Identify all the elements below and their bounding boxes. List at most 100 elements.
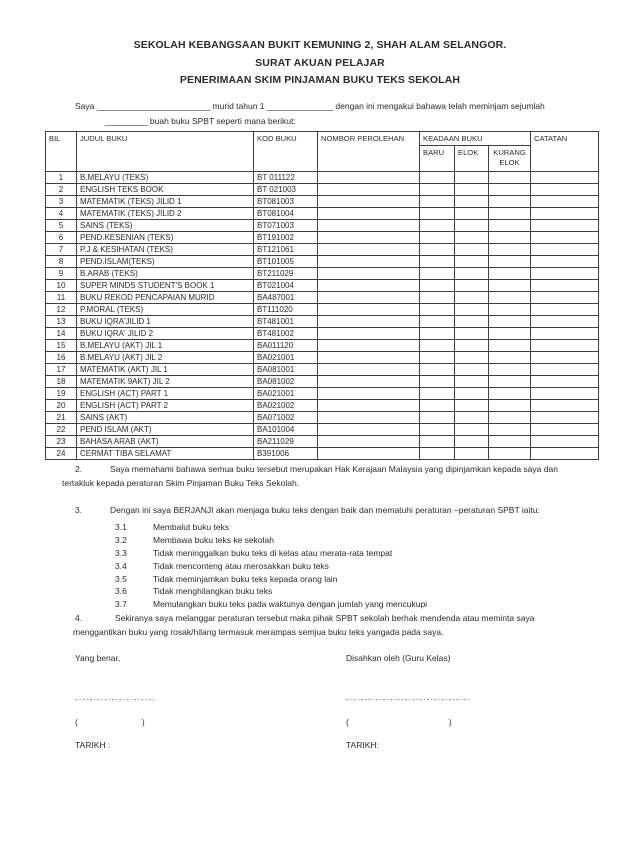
cell-catatan [530,399,599,412]
cell-judul-buku: BAHASA ARAB (AKT) [76,435,254,448]
promise-subitem: 3.4 Tidak menconteng atau merosakkan buku… [115,560,427,573]
subitem-text: Membawa buku teks ke sekolah [153,534,274,545]
cell-elok [454,171,489,184]
cell-kurang-elok [488,231,531,244]
cell-kurang-elok [488,375,531,388]
clause-4-line-1: Sekiranya saya melanggar peraturan terse… [115,613,535,623]
cell-nombor-perolehan [317,255,420,268]
cell-kod-buku: BA101004 [253,423,318,436]
cell-judul-buku: MATEMATIK (TEKS) JILID 1 [76,195,254,208]
cell-nombor-perolehan [317,399,420,412]
cell-elok [454,303,489,316]
table-header: BIL JUDUL BUKU KOD BUKU NOMBOR PEROLEHAN… [45,131,599,172]
book-loan-table: BIL JUDUL BUKU KOD BUKU NOMBOR PEROLEHAN… [45,131,599,460]
cell-nombor-perolehan [317,387,420,400]
cell-kurang-elok [488,387,531,400]
cell-nombor-perolehan [317,363,420,376]
cell-nombor-perolehan [317,291,420,304]
cell-catatan [530,315,599,328]
table-row: 19 ENGLISH (ACT) PART 1 BA021001 [45,387,599,400]
cell-bil: 2 [45,183,77,196]
intro-paragraph: Saya ________________________ murid tahu… [75,99,595,128]
cell-judul-buku: B.ARAB (TEKS) [76,267,254,280]
cell-elok [454,255,489,268]
col-header-baru: BARU [419,145,455,172]
cell-baru [419,279,455,292]
cell-kod-buku: BT121061 [253,243,318,256]
cell-judul-buku: PEND.KESENIAN (TEKS) [76,231,254,244]
cell-kod-buku: BA011120 [253,339,318,352]
subitem-text: Tidak meninggalkan buku teks di kelas at… [153,547,393,558]
cell-nombor-perolehan [317,243,420,256]
cell-catatan [530,255,599,268]
cell-elok [454,399,489,412]
table-row: 13 BUKU IQRA'JILID 1 BT481001 [45,315,599,328]
doc-title: SURAT AKUAN PELAJAR [255,56,385,69]
table-row: 9 B.ARAB (TEKS) BT211029 [45,267,599,280]
cell-bil: 4 [45,207,77,220]
cell-catatan [530,327,599,340]
cell-nombor-perolehan [317,231,420,244]
cell-judul-buku: BUKU IQRA' JILID 2 [76,327,254,340]
cell-baru [419,267,455,280]
cell-kod-buku: BT021004 [253,279,318,292]
signature-right-name-parens: () [346,717,452,727]
cell-elok [454,195,489,208]
cell-judul-buku: SAINS (AKT) [76,411,254,424]
document-title-block: SEKOLAH KEBANGSAAN BUKIT KEMUNING 2, SHA… [0,37,640,90]
table-row: 15 B.MELAYU (AKT) JIL 1 BA011120 [45,339,599,352]
cell-elok [454,207,489,220]
cell-bil: 22 [45,423,77,436]
cell-elok [454,315,489,328]
cell-bil: 19 [45,387,77,400]
cell-nombor-perolehan [317,183,420,196]
cell-baru [419,183,455,196]
cell-judul-buku: P.MORAL (TEKS) [76,303,254,316]
paren-close: ) [141,717,145,727]
cell-bil: 16 [45,351,77,364]
cell-judul-buku: BUKU REKOD PENCAPAIAN MURID [76,291,254,304]
cell-nombor-perolehan [317,411,420,424]
promise-subitem: 3.1 Membalut buku teks [115,521,427,534]
cell-kurang-elok [488,423,531,436]
cell-kurang-elok [488,399,531,412]
col-header-nombor-perolehan: NOMBOR PEROLEHAN [317,131,420,172]
cell-kod-buku: BA021001 [253,387,318,400]
cell-elok [454,279,489,292]
promise-sublist: 3.1 Membalut buku teks 3.2 Membawa buku te… [115,521,427,611]
subitem-number: 3.4 [115,560,127,571]
cell-bil: 15 [45,339,77,352]
col-header-judul-buku: JUDUL BUKU [76,131,254,172]
cell-kurang-elok [488,411,531,424]
cell-elok [454,411,489,424]
col-header-keadaan-buku: KEADAAN BUKU [419,131,531,146]
cell-kod-buku: BA081002 [253,375,318,388]
cell-baru [419,231,455,244]
promise-subitem: 3.5 Tidak meminjamkan buku teks kepada or… [115,573,427,586]
cell-judul-buku: ENGLISH TEKS BOOK [76,183,254,196]
subitem-text: Memulangkan buku teks pada waktunya deng… [153,599,428,610]
cell-kod-buku: BT481002 [253,327,318,340]
cell-kod-buku: BT081003 [253,195,318,208]
cell-catatan [530,447,599,460]
clause-2-line-1: Saya memahami bahawa semua buku tersebut… [110,464,558,474]
subitem-number: 3.7 [115,599,127,610]
table-row: 4 MATEMATIK (TEKS) JILID 2 BT081004 [45,207,599,220]
cell-catatan [530,303,599,316]
cell-baru [419,435,455,448]
cell-judul-buku: ENGLISH (ACT) PART 2 [76,399,254,412]
table-row: 18 MATEMATIK 9AKT) JIL 2 BA081002 [45,375,599,388]
clause-3-number: 3. [75,505,83,515]
cell-kod-buku: BA071002 [253,411,318,424]
table-row: 2 ENGLISH TEKS BOOK BT 021003 [45,183,599,196]
clause-2: 2. Saya memahami bahawa semua buku terseb… [62,462,558,490]
cell-bil: 8 [45,255,77,268]
cell-baru [419,423,455,436]
cell-catatan [530,279,599,292]
cell-baru [419,255,455,268]
cell-catatan [530,195,599,208]
intro-line-1: Saya ________________________ murid tahu… [75,101,545,111]
table-row: 17 MATEMATIK (AKT) JIL 1 BA081001 [45,363,599,376]
cell-elok [454,183,489,196]
cell-nombor-perolehan [317,219,420,232]
